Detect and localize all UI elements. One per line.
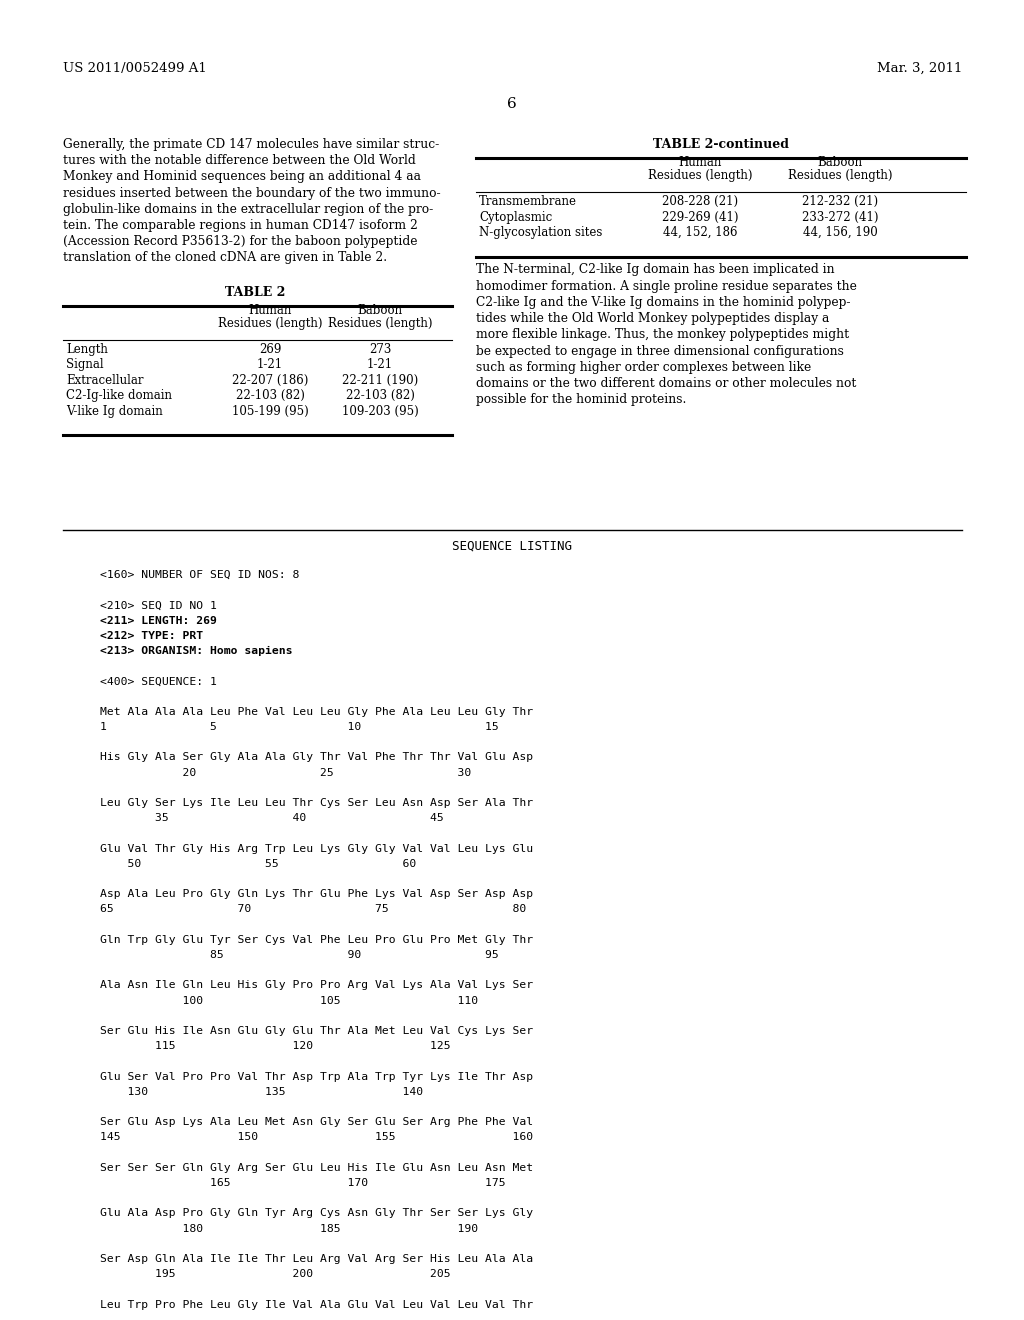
Text: Generally, the primate CD 147 molecules have similar struc-: Generally, the primate CD 147 molecules …	[63, 139, 439, 150]
Text: Glu Ala Asp Pro Gly Gln Tyr Arg Cys Asn Gly Thr Ser Ser Lys Gly: Glu Ala Asp Pro Gly Gln Tyr Arg Cys Asn …	[100, 1208, 534, 1218]
Text: 208-228 (21): 208-228 (21)	[662, 195, 738, 209]
Text: Gln Trp Gly Glu Tyr Ser Cys Val Phe Leu Pro Glu Pro Met Gly Thr: Gln Trp Gly Glu Tyr Ser Cys Val Phe Leu …	[100, 935, 534, 945]
Text: 212-232 (21): 212-232 (21)	[802, 195, 878, 209]
Text: Ser Asp Gln Ala Ile Ile Thr Leu Arg Val Arg Ser His Leu Ala Ala: Ser Asp Gln Ala Ile Ile Thr Leu Arg Val …	[100, 1254, 534, 1265]
Text: such as forming higher order complexes between like: such as forming higher order complexes b…	[476, 360, 811, 374]
Text: 44, 156, 190: 44, 156, 190	[803, 226, 878, 239]
Text: 85                  90                  95: 85 90 95	[100, 950, 499, 960]
Text: Glu Val Thr Gly His Arg Trp Leu Lys Gly Gly Val Val Leu Lys Glu: Glu Val Thr Gly His Arg Trp Leu Lys Gly …	[100, 843, 534, 854]
Text: V-like Ig domain: V-like Ig domain	[66, 405, 163, 417]
Text: more flexible linkage. Thus, the monkey polypeptides might: more flexible linkage. Thus, the monkey …	[476, 329, 849, 342]
Text: 145                 150                 155                 160: 145 150 155 160	[100, 1133, 534, 1142]
Text: SEQUENCE LISTING: SEQUENCE LISTING	[452, 540, 572, 553]
Text: Cytoplasmic: Cytoplasmic	[479, 210, 552, 223]
Text: 1               5                   10                  15: 1 5 10 15	[100, 722, 499, 733]
Text: <211> LENGTH: 269: <211> LENGTH: 269	[100, 615, 217, 626]
Text: Met Ala Ala Ala Leu Phe Val Leu Leu Gly Phe Ala Leu Leu Gly Thr: Met Ala Ala Ala Leu Phe Val Leu Leu Gly …	[100, 706, 534, 717]
Text: Ser Glu Asp Lys Ala Leu Met Asn Gly Ser Glu Ser Arg Phe Phe Val: Ser Glu Asp Lys Ala Leu Met Asn Gly Ser …	[100, 1117, 534, 1127]
Text: tides while the Old World Monkey polypeptides display a: tides while the Old World Monkey polypep…	[476, 312, 829, 325]
Text: 269: 269	[259, 343, 282, 355]
Text: C2-Ig-like domain: C2-Ig-like domain	[66, 389, 172, 403]
Text: 195                 200                 205: 195 200 205	[100, 1270, 451, 1279]
Text: tein. The comparable regions in human CD147 isoform 2: tein. The comparable regions in human CD…	[63, 219, 418, 232]
Text: <160> NUMBER OF SEQ ID NOS: 8: <160> NUMBER OF SEQ ID NOS: 8	[100, 570, 299, 579]
Text: Leu Gly Ser Lys Ile Leu Leu Thr Cys Ser Leu Asn Asp Ser Ala Thr: Leu Gly Ser Lys Ile Leu Leu Thr Cys Ser …	[100, 799, 534, 808]
Text: Transmembrane: Transmembrane	[479, 195, 577, 209]
Text: possible for the hominid proteins.: possible for the hominid proteins.	[476, 393, 686, 407]
Text: Ala Asn Ile Gln Leu His Gly Pro Pro Arg Val Lys Ala Val Lys Ser: Ala Asn Ile Gln Leu His Gly Pro Pro Arg …	[100, 981, 534, 990]
Text: 109-203 (95): 109-203 (95)	[342, 405, 419, 417]
Text: Ser Glu His Ile Asn Glu Gly Glu Thr Ala Met Leu Val Cys Lys Ser: Ser Glu His Ile Asn Glu Gly Glu Thr Ala …	[100, 1026, 534, 1036]
Text: <400> SEQUENCE: 1: <400> SEQUENCE: 1	[100, 676, 217, 686]
Text: 115                 120                 125: 115 120 125	[100, 1041, 451, 1051]
Text: Monkey and Hominid sequences being an additional 4 aa: Monkey and Hominid sequences being an ad…	[63, 170, 421, 183]
Text: 44, 152, 186: 44, 152, 186	[663, 226, 737, 239]
Text: Length: Length	[66, 343, 108, 355]
Text: globulin-like domains in the extracellular region of the pro-: globulin-like domains in the extracellul…	[63, 203, 433, 215]
Text: N-glycosylation sites: N-glycosylation sites	[479, 226, 602, 239]
Text: His Gly Ala Ser Gly Ala Ala Gly Thr Val Phe Thr Thr Val Glu Asp: His Gly Ala Ser Gly Ala Ala Gly Thr Val …	[100, 752, 534, 763]
Text: <213> ORGANISM: Homo sapiens: <213> ORGANISM: Homo sapiens	[100, 645, 293, 656]
Text: Residues (length): Residues (length)	[328, 317, 432, 330]
Text: 20                  25                  30: 20 25 30	[100, 768, 471, 777]
Text: 273: 273	[369, 343, 391, 355]
Text: Human: Human	[678, 156, 722, 169]
Text: residues inserted between the boundary of the two immuno-: residues inserted between the boundary o…	[63, 186, 440, 199]
Text: Baboon: Baboon	[357, 304, 402, 317]
Text: 22-103 (82): 22-103 (82)	[236, 389, 304, 403]
Text: Baboon: Baboon	[817, 156, 862, 169]
Text: 50                  55                  60: 50 55 60	[100, 859, 416, 869]
Text: Mar. 3, 2011: Mar. 3, 2011	[877, 62, 962, 75]
Text: (Accession Record P35613-2) for the baboon polypeptide: (Accession Record P35613-2) for the babo…	[63, 235, 418, 248]
Text: 105-199 (95): 105-199 (95)	[231, 405, 308, 417]
Text: The N-terminal, C2-like Ig domain has been implicated in: The N-terminal, C2-like Ig domain has be…	[476, 264, 835, 276]
Text: 22-207 (186): 22-207 (186)	[231, 374, 308, 387]
Text: Asp Ala Leu Pro Gly Gln Lys Thr Glu Phe Lys Val Asp Ser Asp Asp: Asp Ala Leu Pro Gly Gln Lys Thr Glu Phe …	[100, 890, 534, 899]
Text: Human: Human	[248, 304, 292, 317]
Text: domains or the two different domains or other molecules not: domains or the two different domains or …	[476, 378, 856, 389]
Text: 233-272 (41): 233-272 (41)	[802, 210, 879, 223]
Text: TABLE 2: TABLE 2	[225, 285, 286, 298]
Text: 1-21: 1-21	[257, 358, 283, 371]
Text: <210> SEQ ID NO 1: <210> SEQ ID NO 1	[100, 601, 217, 610]
Text: Leu Trp Pro Phe Leu Gly Ile Val Ala Glu Val Leu Val Leu Val Thr: Leu Trp Pro Phe Leu Gly Ile Val Ala Glu …	[100, 1300, 534, 1309]
Text: 22-211 (190): 22-211 (190)	[342, 374, 418, 387]
Text: 165                 170                 175: 165 170 175	[100, 1177, 506, 1188]
Text: Residues (length): Residues (length)	[648, 169, 753, 182]
Text: TABLE 2-continued: TABLE 2-continued	[653, 139, 790, 150]
Text: 130                 135                 140: 130 135 140	[100, 1086, 423, 1097]
Text: translation of the cloned cDNA are given in Table 2.: translation of the cloned cDNA are given…	[63, 251, 387, 264]
Text: 35                  40                  45: 35 40 45	[100, 813, 443, 824]
Text: 22-103 (82): 22-103 (82)	[345, 389, 415, 403]
Text: Extracellular: Extracellular	[66, 374, 143, 387]
Text: be expected to engage in three dimensional configurations: be expected to engage in three dimension…	[476, 345, 844, 358]
Text: tures with the notable difference between the Old World: tures with the notable difference betwee…	[63, 154, 416, 168]
Text: 6: 6	[507, 96, 517, 111]
Text: Residues (length): Residues (length)	[787, 169, 892, 182]
Text: Residues (length): Residues (length)	[218, 317, 323, 330]
Text: Ser Ser Ser Gln Gly Arg Ser Glu Leu His Ile Glu Asn Leu Asn Met: Ser Ser Ser Gln Gly Arg Ser Glu Leu His …	[100, 1163, 534, 1172]
Text: C2-like Ig and the V-like Ig domains in the hominid polypep-: C2-like Ig and the V-like Ig domains in …	[476, 296, 851, 309]
Text: US 2011/0052499 A1: US 2011/0052499 A1	[63, 62, 207, 75]
Text: Glu Ser Val Pro Pro Val Thr Asp Trp Ala Trp Tyr Lys Ile Thr Asp: Glu Ser Val Pro Pro Val Thr Asp Trp Ala …	[100, 1072, 534, 1081]
Text: homodimer formation. A single proline residue separates the: homodimer formation. A single proline re…	[476, 280, 857, 293]
Text: 100                 105                 110: 100 105 110	[100, 995, 478, 1006]
Text: 1-21: 1-21	[367, 358, 393, 371]
Text: Signal: Signal	[66, 358, 103, 371]
Text: 229-269 (41): 229-269 (41)	[662, 210, 738, 223]
Text: 180                 185                 190: 180 185 190	[100, 1224, 478, 1234]
Text: <212> TYPE: PRT: <212> TYPE: PRT	[100, 631, 203, 640]
Text: 65                  70                  75                  80: 65 70 75 80	[100, 904, 526, 915]
